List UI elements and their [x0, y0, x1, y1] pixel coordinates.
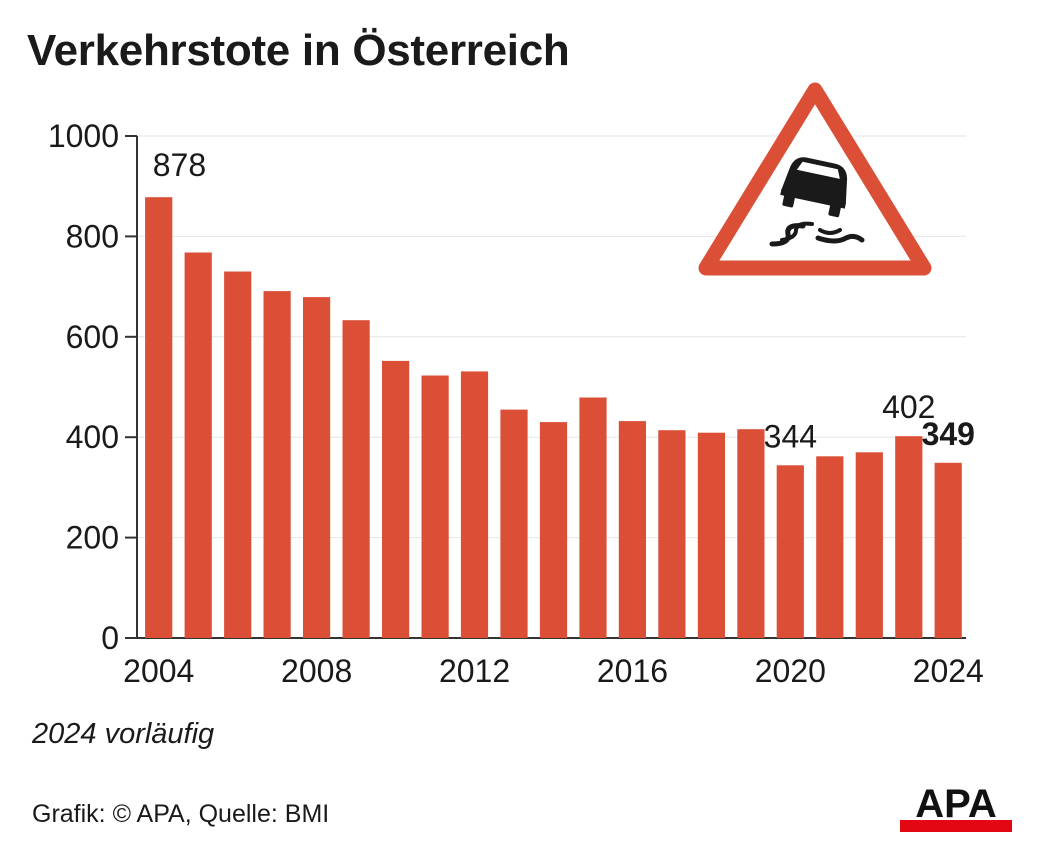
x-axis-tick-labels: 2004 2008 2012 2016 2020 2024 [123, 653, 984, 689]
x-tick-label: 2024 [913, 653, 984, 689]
x-tick-label: 2012 [439, 653, 510, 689]
data-label-2023: 402 [882, 389, 935, 425]
bar-2009 [342, 320, 370, 638]
bar-2005 [184, 252, 212, 638]
bar-2014 [539, 422, 568, 638]
y-tick-label: 200 [66, 520, 119, 556]
footnote-preliminary: 2024 vorläufig [32, 718, 215, 750]
data-label-2004: 878 [153, 147, 206, 183]
bar-2020 [776, 465, 804, 638]
bar-2010 [382, 360, 410, 638]
y-tick-label: 1000 [48, 118, 119, 154]
data-label-2020: 344 [764, 418, 817, 454]
x-tick-label: 2004 [123, 653, 194, 689]
bars [145, 197, 962, 638]
apa-logo-text: APA [915, 784, 996, 826]
x-tick-label: 2008 [281, 653, 352, 689]
x-tick-label: 2016 [597, 653, 668, 689]
bar-2018 [697, 432, 725, 638]
y-axis: 0 200 400 600 800 1000 [48, 118, 966, 656]
bar-2016 [618, 421, 646, 638]
bar-2022 [855, 452, 883, 638]
source-credit: Grafik: © APA, Quelle: BMI [32, 800, 330, 828]
bar-2021 [816, 456, 844, 638]
y-tick-label: 800 [66, 218, 119, 254]
bar-2007 [263, 291, 291, 638]
data-label-2024: 349 [922, 416, 975, 452]
bar-2006 [224, 271, 252, 638]
bar-2024 [934, 462, 962, 638]
y-tick-label: 0 [101, 620, 119, 656]
bar-2019 [737, 429, 765, 638]
y-tick-label: 600 [66, 319, 119, 355]
bar-2023 [895, 436, 923, 638]
bar-2017 [658, 430, 686, 638]
bar-2008 [303, 297, 331, 638]
bar-2011 [421, 375, 449, 638]
x-tick-label: 2020 [755, 653, 826, 689]
slippery-road-warning-sign-icon [698, 82, 932, 276]
chart-title: Verkehrstote in Österreich [27, 26, 570, 75]
bar-2004 [145, 197, 173, 638]
apa-logo: APA [900, 784, 1012, 832]
bar-2015 [579, 397, 607, 638]
bar-2012 [460, 371, 489, 638]
bar-2013 [500, 409, 528, 638]
y-tick-label: 400 [66, 419, 119, 455]
